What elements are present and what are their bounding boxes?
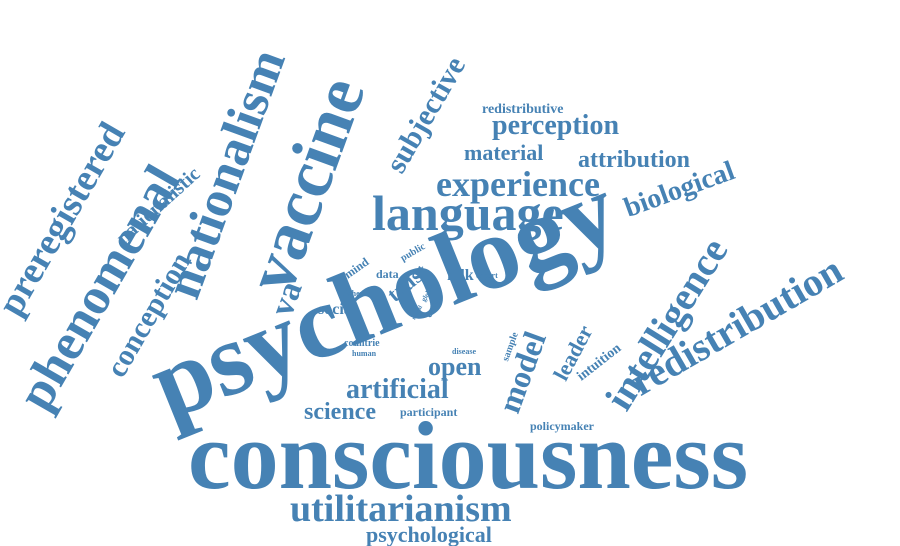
word-subjective: subjective [379, 50, 473, 179]
word-social: social [318, 301, 357, 318]
word-material: material [464, 140, 544, 165]
word-higher: higher [341, 289, 364, 298]
word-folk: folk [447, 267, 474, 284]
word-psychological: psychological [366, 522, 492, 546]
word-data: data [376, 267, 399, 281]
word-language: language [372, 185, 564, 241]
word-artificial: artificial [346, 374, 449, 405]
word-disease: disease [452, 347, 476, 356]
word-policymaker: policymaker [530, 419, 594, 433]
word-open: open [428, 352, 482, 381]
word-participant: participant [400, 405, 458, 419]
word-countrie: countrie [344, 338, 380, 349]
word-redistributive: redistributive [482, 102, 564, 117]
word-human: human [352, 349, 377, 358]
word-consciousness: consciousness [188, 402, 749, 509]
word-experience: experience [436, 164, 600, 204]
word-attribution: attribution [578, 147, 691, 173]
word-perception: perception [492, 110, 620, 141]
word-expert: expert [476, 271, 498, 280]
word-science: science [304, 399, 376, 425]
word-utilitarianism: utilitarianism [290, 488, 512, 530]
